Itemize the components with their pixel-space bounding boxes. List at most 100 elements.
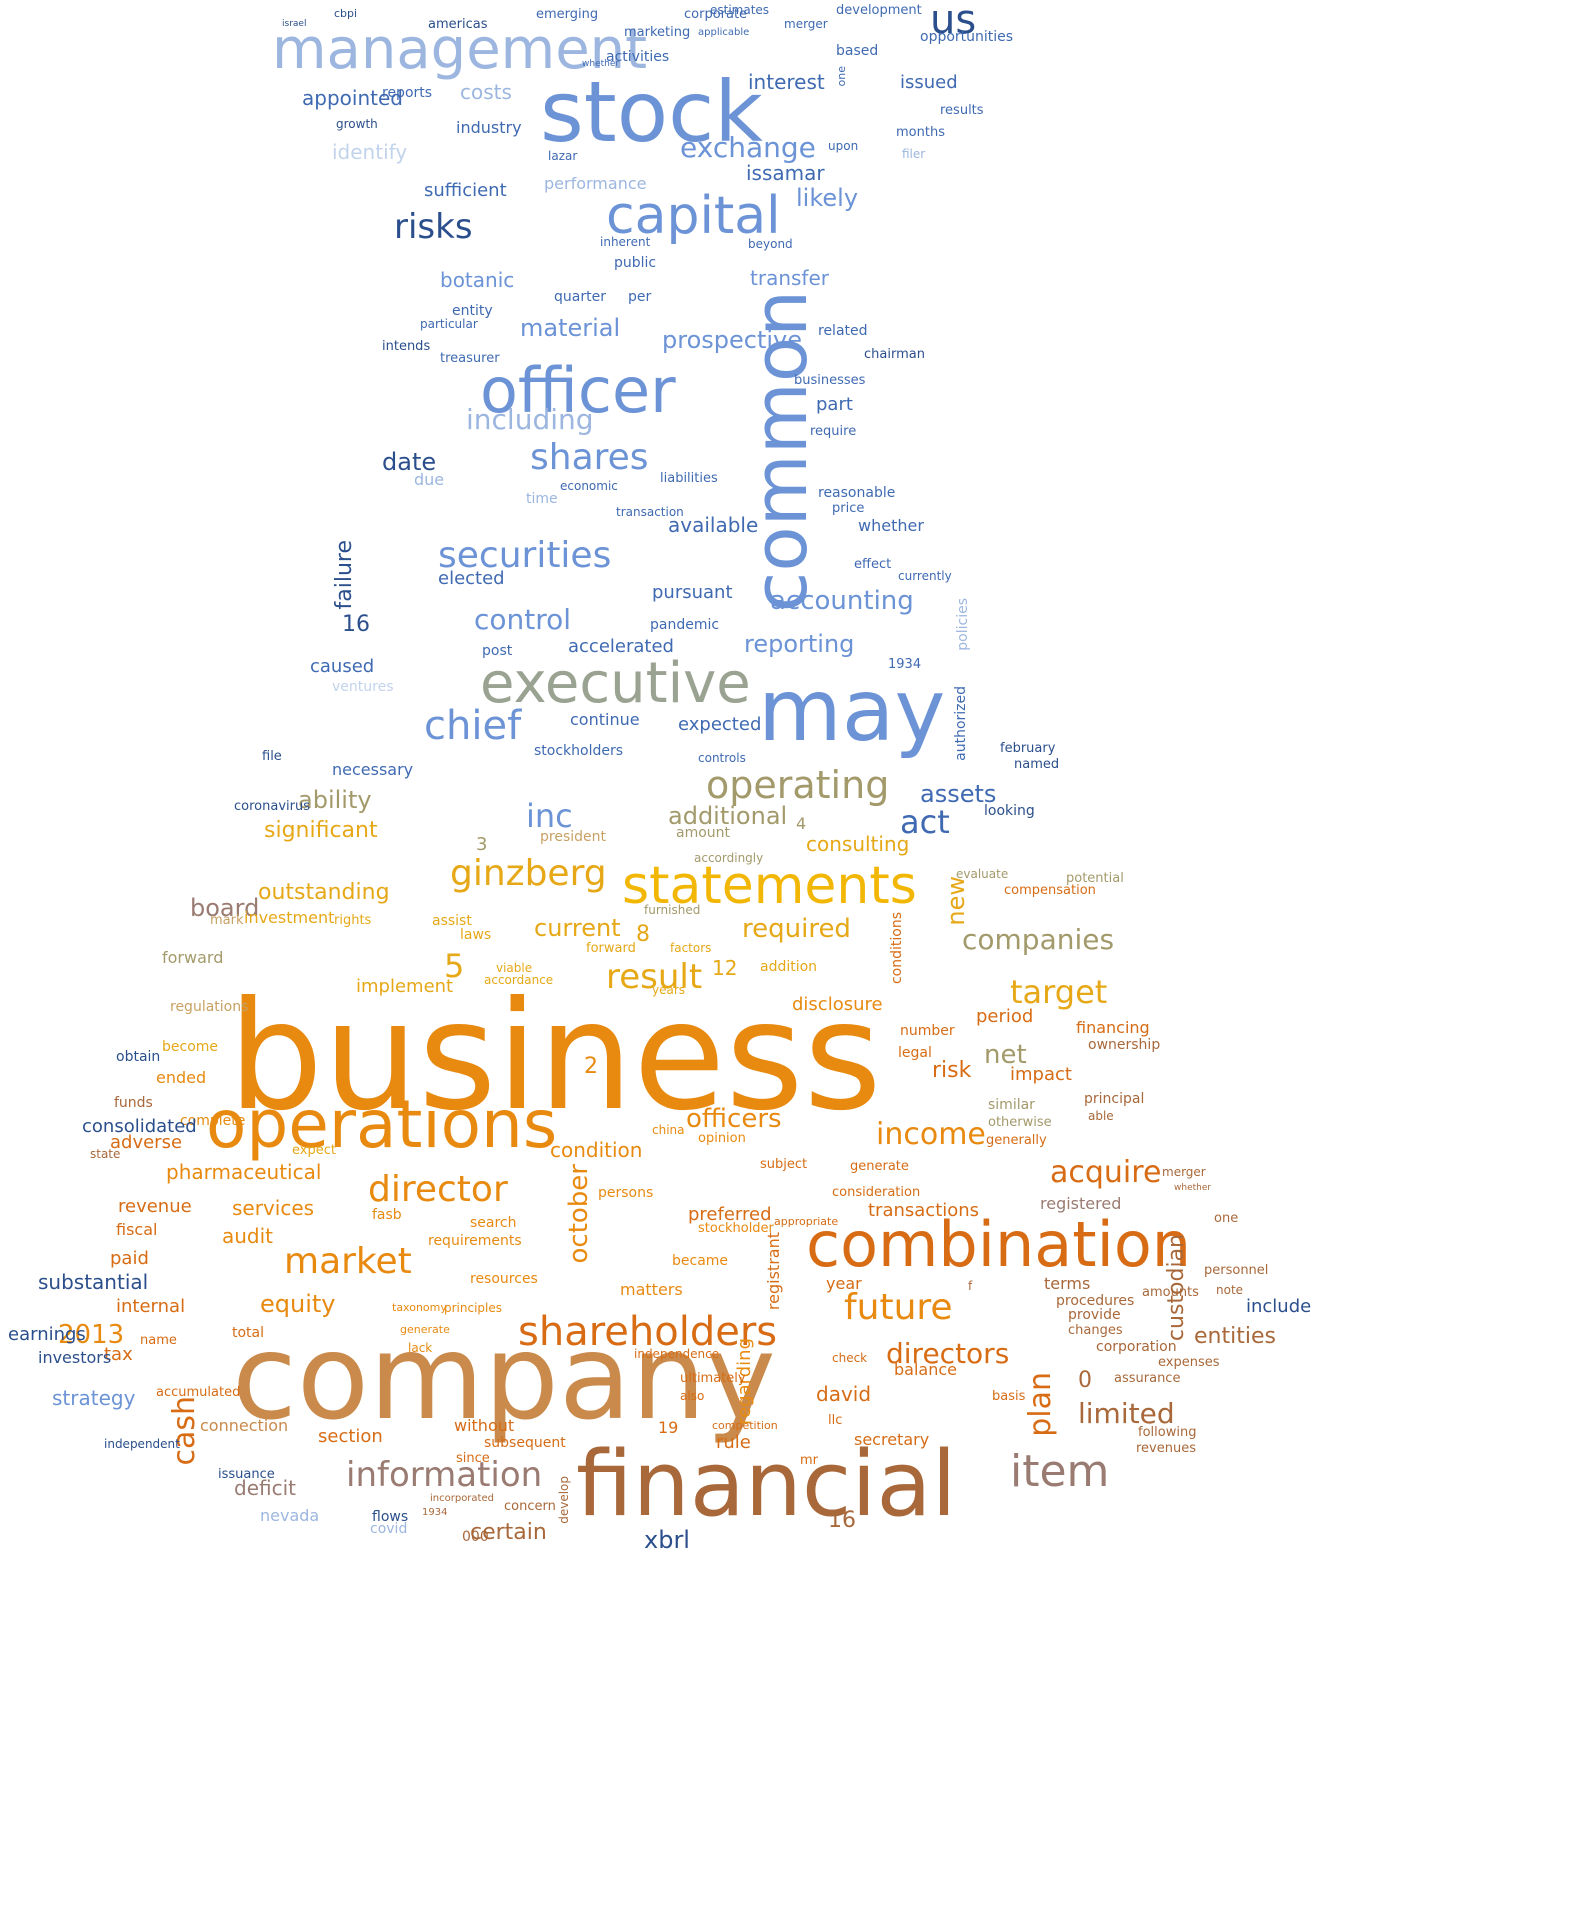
word-results: identify xyxy=(332,140,408,164)
word-october: october xyxy=(564,1164,594,1264)
word-accordance: legal xyxy=(898,1045,932,1061)
word-revenues: name xyxy=(140,1333,177,1348)
word-authorized: evaluate xyxy=(956,867,1009,881)
word-issued: emerging xyxy=(536,7,599,22)
word-factors: ended xyxy=(156,1068,207,1087)
word-net: net xyxy=(984,1040,1027,1070)
word-act: act xyxy=(900,803,950,841)
word-state: search xyxy=(470,1215,517,1231)
word-currently: continue xyxy=(570,710,640,729)
word-company: company xyxy=(232,1308,776,1446)
word-limited: limited xyxy=(1078,1397,1175,1430)
word-assurance: subsequent xyxy=(484,1435,566,1451)
word-executive: executive xyxy=(480,651,751,716)
word-growth: intends xyxy=(382,339,431,354)
word-become: able xyxy=(1088,1109,1114,1123)
word-issuance: taxonomy xyxy=(392,1301,447,1314)
word-combination: combination xyxy=(806,1208,1192,1281)
word-audit: audit xyxy=(222,1224,274,1248)
word-regulations: opinion xyxy=(698,1131,746,1146)
word-amount: factors xyxy=(670,941,712,955)
word-quarter: liabilities xyxy=(660,471,718,486)
word-connection: nevada xyxy=(260,1506,320,1525)
word-capital: capital xyxy=(606,186,781,246)
word-transactions: year xyxy=(826,1274,862,1293)
word-generate: matters xyxy=(620,1280,683,1299)
word-time: failure xyxy=(332,540,357,610)
word-assets: assets xyxy=(920,780,997,808)
word-risk: risk xyxy=(932,1058,972,1083)
word-provide: balance xyxy=(894,1360,957,1379)
word-performance: development xyxy=(836,3,922,18)
word-years: regulations xyxy=(170,999,249,1015)
word-estimates: one xyxy=(835,66,848,87)
word-ended: principal xyxy=(1084,1091,1145,1107)
word-year: include xyxy=(1246,1296,1312,1317)
word-israel: whether xyxy=(582,59,620,69)
word-balance: mr xyxy=(800,1453,819,1468)
word-earnings: concern xyxy=(504,1499,556,1514)
word-acquisition: issued xyxy=(900,72,958,93)
word-disclosure: disclosure xyxy=(792,994,883,1015)
word-directors: directors xyxy=(886,1337,1010,1370)
word-development: reports xyxy=(382,85,433,101)
word-pandemic: necessary xyxy=(332,760,414,779)
word-intends: economic xyxy=(560,479,618,493)
word-reasonable: results xyxy=(940,103,984,118)
word-lazar: treasurer xyxy=(440,351,500,366)
word-particular: time xyxy=(526,491,558,507)
word-expected: amount xyxy=(676,825,731,841)
word-following: connection xyxy=(200,1416,289,1435)
word-consolidated: fasb xyxy=(372,1207,402,1223)
word-americas: applicable xyxy=(698,27,750,38)
word-2013: 2013 xyxy=(58,1320,125,1350)
word-officer: officer xyxy=(480,354,676,427)
word-per: chairman xyxy=(864,347,925,362)
word-basis: section xyxy=(318,1426,383,1447)
word-expect: requirements xyxy=(428,1233,522,1249)
word-stockholder: israel xyxy=(282,19,307,29)
word-10: 16 xyxy=(342,612,370,637)
word-37: 2 xyxy=(584,1054,598,1079)
word-taxonomy: whether xyxy=(1174,1183,1212,1193)
word-equity: equity xyxy=(260,1290,336,1318)
word-check: llc xyxy=(828,1413,843,1428)
word-name: flows xyxy=(372,1509,409,1525)
word-covid: ultimately xyxy=(680,1371,746,1386)
word-able: transactions xyxy=(868,1200,980,1221)
word-market: market xyxy=(284,1241,412,1282)
word-public: part xyxy=(816,394,853,415)
word-securities: securities xyxy=(438,535,612,576)
word-including: including xyxy=(466,403,594,436)
word-elected: controls xyxy=(698,751,746,765)
word-sufficient: related xyxy=(818,323,868,339)
word-000: appointed xyxy=(302,86,403,110)
word-flows: independence xyxy=(634,1347,720,1361)
word-evaluate: conditions xyxy=(889,912,905,985)
word-principles: merger xyxy=(1162,1165,1206,1179)
word-independent: principles xyxy=(444,1301,503,1315)
word-19: complete xyxy=(180,1113,246,1129)
word-china: preferred xyxy=(688,1204,772,1225)
word-beyond: require xyxy=(810,424,857,439)
word-president: addition xyxy=(760,959,818,975)
word-procedures: registrant xyxy=(764,1232,783,1311)
word-persons: procedures xyxy=(1056,1293,1135,1309)
word-0: prospective xyxy=(662,326,803,354)
word-ownership: ownership xyxy=(1088,1037,1161,1053)
word-condition: condition xyxy=(550,1138,643,1162)
word-subject: resources xyxy=(470,1271,538,1287)
word-resources: corporation xyxy=(1096,1339,1177,1355)
word-ultimately: incorporated xyxy=(430,1493,494,1504)
word-whether: ventures xyxy=(332,679,394,695)
word-current: current xyxy=(534,914,621,942)
word-accumulated: develop xyxy=(557,1476,571,1524)
word-additional: additional xyxy=(668,802,788,830)
word-assist: viable xyxy=(496,961,533,975)
word-pursuant: authorized xyxy=(953,686,969,761)
word-exchange: exchange xyxy=(680,131,816,164)
word-costs: corporate xyxy=(684,7,748,22)
word-ability: ability xyxy=(298,786,372,814)
word-report: interest xyxy=(748,70,825,94)
word-statements: statements xyxy=(622,856,917,916)
